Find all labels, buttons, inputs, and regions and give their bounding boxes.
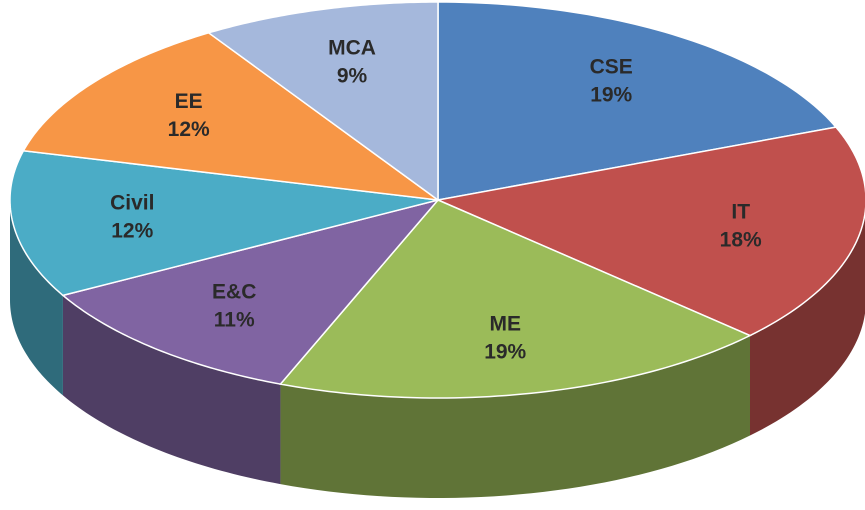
- value-label: 19%: [590, 84, 632, 107]
- slice: [279, 199, 752, 399]
- value-label: 19%: [484, 341, 526, 364]
- slice-side: [62, 295, 281, 485]
- slice: [437, 1, 838, 201]
- category-label: Civil: [110, 191, 154, 214]
- slice: [9, 149, 439, 297]
- slice: [206, 1, 439, 202]
- slice-side: [280, 335, 750, 498]
- value-label: 18%: [720, 228, 762, 251]
- category-label: CSE: [590, 56, 633, 79]
- slice-side: [10, 200, 63, 396]
- slice-side: [749, 213, 865, 436]
- value-label: 11%: [214, 308, 255, 331]
- category-label: EE: [175, 90, 203, 113]
- category-label: IT: [731, 200, 750, 223]
- value-label: 9%: [337, 65, 368, 88]
- slice: [61, 198, 441, 385]
- category-label: ME: [489, 313, 521, 336]
- value-label: 12%: [111, 219, 153, 242]
- slice: [435, 126, 865, 337]
- category-label: MCA: [328, 37, 376, 60]
- category-label: E&C: [212, 280, 256, 303]
- value-label: 12%: [168, 118, 210, 141]
- slice: [22, 31, 441, 202]
